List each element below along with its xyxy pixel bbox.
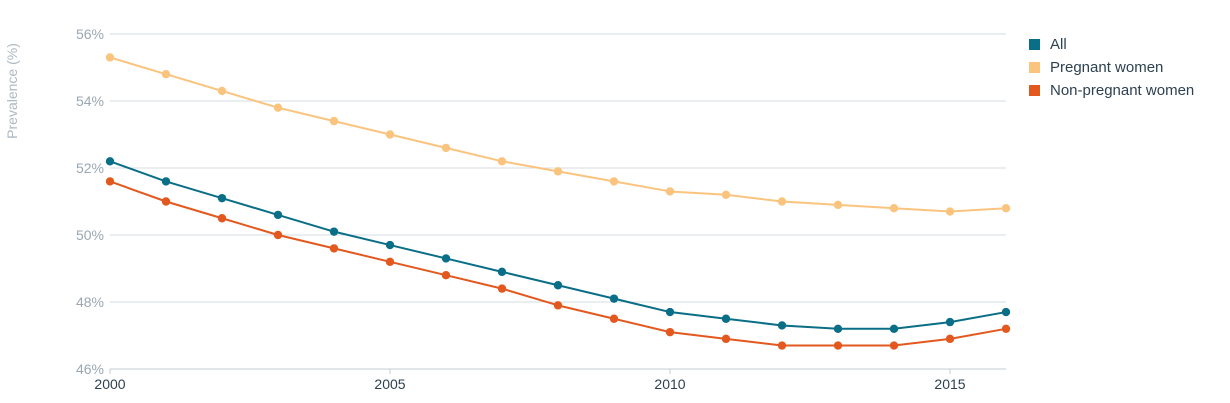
data-point <box>665 327 675 337</box>
series-non-pregnant-women <box>105 177 1011 350</box>
data-point <box>1001 324 1011 333</box>
series-lines <box>105 53 1011 350</box>
data-point <box>105 177 115 186</box>
data-point <box>329 116 339 126</box>
data-point <box>385 240 395 250</box>
data-point <box>945 334 955 344</box>
data-point <box>329 227 339 236</box>
data-point <box>441 271 451 280</box>
legend-item: Non-pregnant women <box>1029 79 1194 102</box>
data-point <box>553 167 563 176</box>
data-point <box>497 157 507 166</box>
data-point <box>665 307 675 317</box>
data-point <box>833 341 843 350</box>
data-point <box>553 281 563 290</box>
data-point <box>833 200 843 210</box>
y-axis-title: Prevalence (%) <box>4 43 20 139</box>
series-line <box>109 56 1007 213</box>
data-point <box>553 301 563 310</box>
data-point <box>721 314 731 323</box>
legend-label: Non-pregnant women <box>1050 82 1195 99</box>
x-tick-label: 2005 <box>374 376 405 392</box>
data-point <box>889 324 899 333</box>
legend-item: Pregnant women <box>1029 56 1194 79</box>
data-point <box>609 294 619 303</box>
x-tick-label: 2015 <box>934 376 965 392</box>
data-point <box>105 157 115 166</box>
legend-item: All <box>1029 33 1194 56</box>
x-axis-ticks: 2000 2005 2010 2015 <box>94 369 966 392</box>
data-point <box>777 341 787 350</box>
data-point <box>441 143 451 153</box>
data-point <box>497 267 507 277</box>
data-point <box>889 341 899 350</box>
y-tick-label: 52% <box>76 160 104 176</box>
y-tick-label: 46% <box>76 361 104 377</box>
data-point <box>609 177 619 186</box>
data-point <box>665 187 675 196</box>
data-point <box>161 70 171 79</box>
data-point <box>161 197 171 206</box>
legend-swatch <box>1029 85 1040 96</box>
data-point <box>721 334 731 344</box>
data-point <box>721 190 731 199</box>
legend-swatch <box>1029 39 1040 50</box>
series-all <box>105 157 1011 333</box>
legend-swatch <box>1029 62 1040 73</box>
data-point <box>385 130 395 139</box>
data-point <box>945 317 955 327</box>
data-point <box>777 197 787 206</box>
legend-label: Pregnant women <box>1050 59 1164 76</box>
data-point <box>609 314 619 323</box>
data-point <box>217 193 227 203</box>
gridlines <box>110 33 1006 370</box>
legend: All Pregnant women Non-pregnant women <box>1029 33 1194 102</box>
data-point <box>1001 204 1011 213</box>
series-pregnant-women <box>105 53 1011 216</box>
data-point <box>217 214 227 223</box>
data-point <box>945 207 955 216</box>
data-point <box>217 86 227 96</box>
y-tick-label: 56% <box>76 26 104 42</box>
y-axis-ticks: 56% 54% 52% 50% 48% 46% <box>76 26 104 377</box>
legend-label: All <box>1050 36 1067 53</box>
y-tick-label: 54% <box>76 93 104 109</box>
data-point <box>833 324 843 333</box>
data-point <box>1001 307 1011 317</box>
y-tick-label: 48% <box>76 294 104 310</box>
data-point <box>441 254 451 263</box>
x-tick-label: 2000 <box>94 376 125 392</box>
data-point <box>497 284 507 293</box>
x-tick-label: 2010 <box>654 376 685 392</box>
data-point <box>889 204 899 213</box>
data-point <box>273 103 283 112</box>
data-point <box>161 177 171 186</box>
data-point <box>273 230 283 240</box>
data-point <box>329 244 339 253</box>
y-tick-label: 50% <box>76 227 104 243</box>
data-point <box>777 321 787 330</box>
data-point <box>385 257 395 266</box>
data-point <box>105 53 115 62</box>
data-point <box>273 210 283 220</box>
